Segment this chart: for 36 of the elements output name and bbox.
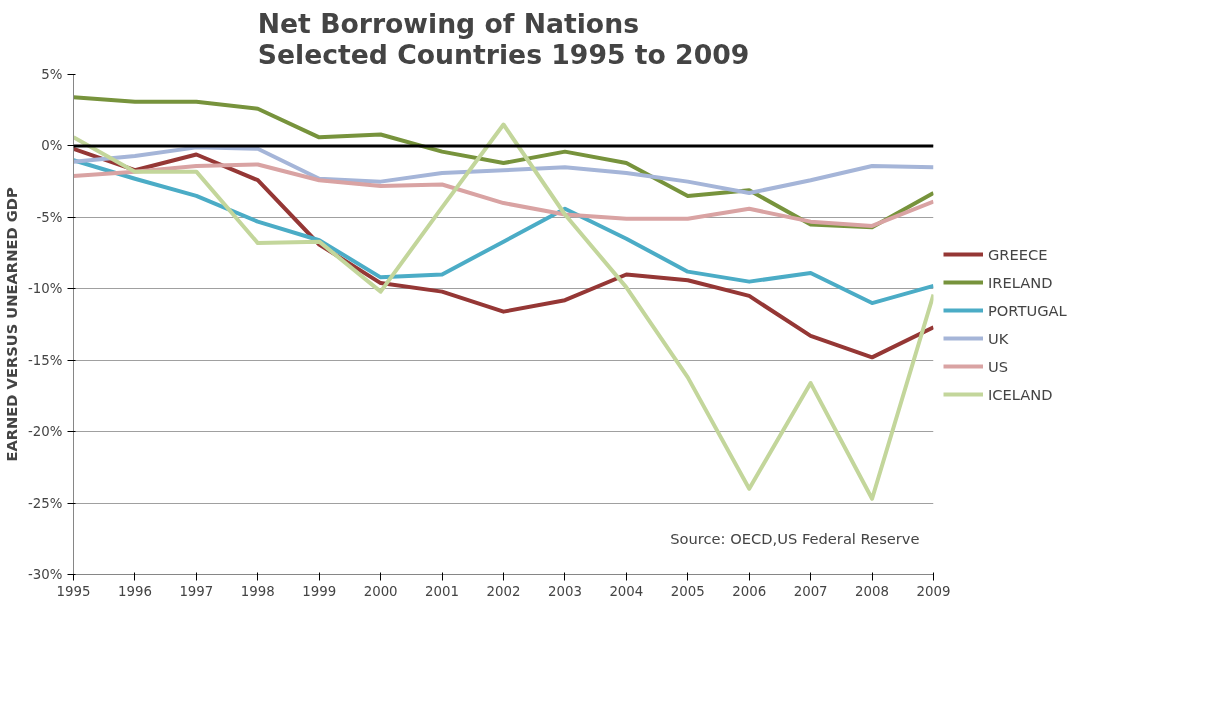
x-tick-label: 1995 [56,583,91,599]
y-tick-label: -25% [28,495,63,511]
legend-label: PORTUGAL [988,301,1067,319]
legend-label: US [988,357,1009,375]
x-tick-label: 1998 [240,583,275,599]
x-tick-label: 2001 [425,583,460,599]
y-axis-title: EARNED VERSUS UNEARNED GDP [3,187,21,462]
x-tick-label: 1999 [302,583,337,599]
legend-label: IRELAND [988,273,1053,291]
x-tick-label: 1996 [117,583,152,599]
legend-label: UK [988,329,1009,347]
x-tick-label: 2006 [732,583,767,599]
chart-title: Net Borrowing of Nations Selected Countries 1995 to 2009 [257,7,750,70]
y-tick-label: 0% [41,138,63,154]
x-tick-label: 2000 [363,583,398,599]
x-tick-label: 1997 [179,583,214,599]
y-tick-label: -30% [28,567,63,582]
y-tick-label: -5% [36,209,63,225]
x-tick-label: 2008 [855,583,890,599]
line-series [73,145,934,196]
x-tick-label: 2004 [609,583,644,599]
x-tick-label: 2002 [486,583,521,599]
y-tick-label: -15% [28,352,63,368]
x-tick-label: 2007 [793,583,828,599]
x-tick-label: 2009 [916,583,951,599]
y-tick-label: -10% [28,281,63,297]
line-series [73,158,934,306]
legend-label: GREECE [988,245,1048,263]
x-tick-label: 2003 [547,583,582,599]
line-series [73,162,934,228]
legend-label: ICELAND [988,385,1053,403]
x-tick-label: 2005 [670,583,705,599]
y-tick-label: -20% [28,424,63,440]
y-tick-label: 5% [41,67,63,82]
annotation: Source: OECD,US Federal Reserve [670,529,920,547]
line-series [73,122,934,501]
